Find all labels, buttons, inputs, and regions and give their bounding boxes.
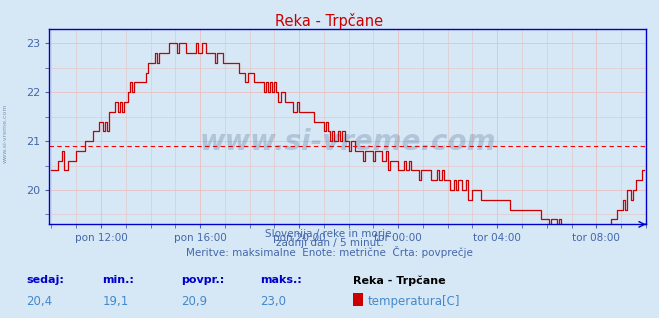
Text: 20,9: 20,9 — [181, 295, 208, 308]
Text: 20,4: 20,4 — [26, 295, 53, 308]
Text: Slovenija / reke in morje.: Slovenija / reke in morje. — [264, 229, 395, 239]
Text: www.si-vreme.com: www.si-vreme.com — [200, 128, 496, 156]
Text: Reka - Trpčane: Reka - Trpčane — [275, 13, 384, 29]
Text: povpr.:: povpr.: — [181, 275, 225, 285]
Text: Meritve: maksimalne  Enote: metrične  Črta: povprečje: Meritve: maksimalne Enote: metrične Črta… — [186, 246, 473, 258]
Text: sedaj:: sedaj: — [26, 275, 64, 285]
Text: Reka - Trpčane: Reka - Trpčane — [353, 275, 445, 286]
Text: temperatura[C]: temperatura[C] — [368, 295, 460, 308]
Text: min.:: min.: — [102, 275, 134, 285]
Text: maks.:: maks.: — [260, 275, 302, 285]
Text: 23,0: 23,0 — [260, 295, 287, 308]
Text: zadnji dan / 5 minut.: zadnji dan / 5 minut. — [275, 238, 384, 247]
Text: www.si-vreme.com: www.si-vreme.com — [3, 104, 8, 163]
Text: 19,1: 19,1 — [102, 295, 129, 308]
